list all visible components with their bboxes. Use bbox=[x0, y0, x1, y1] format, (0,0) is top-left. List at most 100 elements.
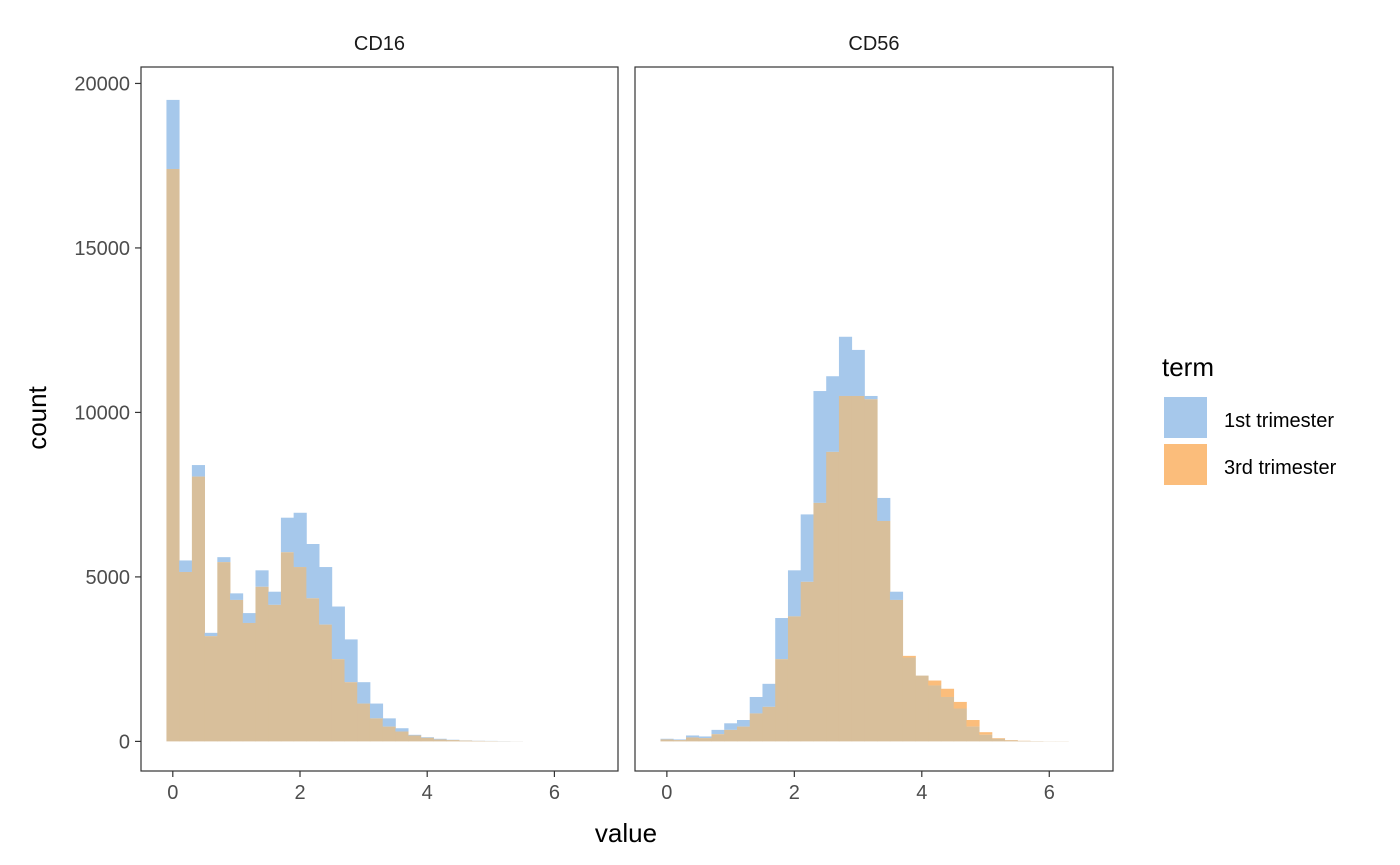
bar-cd16-1st-1 bbox=[179, 560, 193, 572]
y-tick-label-5000: 5000 bbox=[86, 567, 131, 589]
x-axis-title: value bbox=[595, 818, 657, 848]
bar-cd16-1st-6 bbox=[242, 613, 256, 623]
bar-cd16-1st-21 bbox=[433, 738, 447, 740]
bar-cd56-overlap-19 bbox=[902, 657, 916, 742]
bar-cd56-overlap-2 bbox=[685, 737, 700, 742]
bar-cd16-overlap-15 bbox=[357, 703, 371, 742]
bar-cd56-3rd-24 bbox=[966, 720, 980, 727]
bar-cd56-overlap-15 bbox=[851, 395, 865, 742]
bar-cd16-overlap-19 bbox=[408, 735, 422, 742]
y-tick-label-10000: 10000 bbox=[74, 402, 130, 424]
bar-cd56-overlap-8 bbox=[762, 706, 776, 742]
bar-cd16-overlap-10 bbox=[293, 567, 307, 742]
bar-cd56-overlap-18 bbox=[889, 599, 904, 742]
bar-cd16-1st-13 bbox=[331, 606, 345, 660]
bar-cd56-overlap-11 bbox=[800, 581, 814, 742]
x-tick-label-cd16-0: 0 bbox=[167, 782, 178, 804]
bar-cd16-1st-7 bbox=[255, 570, 269, 587]
bar-cd16-overlap-18 bbox=[395, 731, 409, 742]
bar-cd56-overlap-1 bbox=[673, 740, 687, 742]
legend-key-3rd-trimester bbox=[1164, 444, 1207, 485]
bar-cd56-1st-18 bbox=[889, 591, 904, 600]
panel-border-cd56 bbox=[634, 66, 1114, 772]
bar-cd56-overlap-10 bbox=[787, 616, 802, 742]
bar-cd16-overlap-16 bbox=[369, 718, 384, 742]
bar-cd16-overlap-13 bbox=[331, 659, 345, 742]
bar-cd56-overlap-9 bbox=[775, 659, 789, 742]
y-tick-label-15000: 15000 bbox=[74, 238, 130, 260]
bar-cd56-overlap-3 bbox=[698, 738, 712, 742]
bar-cd56-1st-1 bbox=[673, 739, 687, 741]
bar-cd56-3rd-19 bbox=[902, 655, 916, 658]
bar-cd56-overlap-14 bbox=[838, 395, 853, 742]
panel-cd16: CD16 0 2 4 6 0 5000 10000 15000 20000 bbox=[74, 33, 619, 804]
bar-cd56-1st-4 bbox=[711, 729, 725, 735]
bar-cd56-3rd-25 bbox=[979, 732, 993, 735]
x-tick-label-cd16-4: 4 bbox=[422, 782, 433, 804]
y-axis-title: count bbox=[22, 385, 52, 449]
panel-title-cd56: CD56 bbox=[848, 33, 899, 55]
bar-cd56-1st-15 bbox=[851, 349, 865, 396]
bar-cd56-overlap-27 bbox=[1004, 740, 1018, 742]
bar-cd16-1st-9 bbox=[280, 517, 295, 553]
bar-cd16-1st-5 bbox=[230, 593, 244, 600]
panel-title-cd16: CD16 bbox=[354, 33, 405, 55]
bar-cd56-1st-17 bbox=[877, 497, 891, 521]
x-tick-label-cd56-6: 6 bbox=[1044, 782, 1055, 804]
bar-cd16-1st-10 bbox=[293, 512, 307, 568]
bar-cd56-3rd-26 bbox=[991, 738, 1006, 739]
bar-cd16-overlap-6 bbox=[242, 622, 256, 742]
bar-cd56-1st-7 bbox=[749, 696, 763, 714]
bar-cd56-1st-11 bbox=[800, 514, 814, 582]
bar-cd56-1st-3 bbox=[698, 736, 712, 739]
bar-cd56-1st-14 bbox=[838, 336, 853, 396]
bar-cd56-1st-12 bbox=[813, 391, 827, 503]
bar-cd16-overlap-21 bbox=[433, 739, 447, 742]
bar-cd16-overlap-9 bbox=[280, 552, 295, 742]
legend: term 1st trimester 3rd trimester bbox=[1162, 352, 1337, 485]
legend-label-1st-trimester: 1st trimester bbox=[1224, 410, 1334, 432]
bar-cd56-3rd-23 bbox=[953, 701, 967, 709]
bar-cd16-overlap-3 bbox=[204, 636, 218, 742]
bar-cd56-1st-16 bbox=[864, 395, 878, 400]
bar-cd16-1st-12 bbox=[319, 567, 333, 625]
bar-cd16-overlap-1 bbox=[179, 571, 193, 742]
panel-cd56: CD56 0 2 4 6 bbox=[634, 33, 1114, 804]
bar-cd16-1st-19 bbox=[408, 734, 422, 736]
bar-cd56-1st-6 bbox=[736, 720, 751, 727]
bar-cd56-overlap-26 bbox=[991, 738, 1006, 742]
x-tick-label-cd16-2: 2 bbox=[294, 782, 305, 804]
bar-cd16-1st-2 bbox=[191, 465, 205, 477]
bar-cd16-overlap-5 bbox=[230, 599, 244, 742]
bar-cd56-overlap-12 bbox=[813, 502, 827, 742]
bar-cd16-overlap-11 bbox=[306, 598, 320, 742]
bar-cd16-1st-8 bbox=[268, 591, 282, 605]
bar-cd16-1st-15 bbox=[357, 682, 371, 704]
bar-cd56-overlap-25 bbox=[979, 734, 993, 742]
x-tick-label-cd56-0: 0 bbox=[661, 782, 672, 804]
bar-cd16-1st-4 bbox=[217, 557, 231, 563]
bar-cd56-3rd-22 bbox=[940, 688, 955, 697]
bar-cd56-overlap-17 bbox=[877, 520, 891, 742]
bar-cd16-1st-3 bbox=[204, 632, 218, 637]
bar-cd16-overlap-23 bbox=[459, 740, 473, 742]
legend-label-3rd-trimester: 3rd trimester bbox=[1224, 457, 1337, 479]
y-tick-label-0: 0 bbox=[119, 731, 130, 753]
bar-cd16-1st-16 bbox=[369, 703, 384, 719]
bar-cd16-overlap-22 bbox=[446, 740, 460, 742]
bar-cd56-1st-8 bbox=[762, 683, 776, 707]
bar-cd56-overlap-16 bbox=[864, 399, 878, 742]
bar-cd16-overlap-2 bbox=[191, 476, 205, 742]
x-tick-label-cd56-4: 4 bbox=[916, 782, 927, 804]
bar-cd16-overlap-4 bbox=[217, 562, 231, 742]
bar-cd16-overlap-14 bbox=[344, 682, 358, 742]
bar-cd16-overlap-12 bbox=[319, 624, 333, 742]
x-tick-label-cd16-6: 6 bbox=[549, 782, 560, 804]
x-tick-label-cd56-2: 2 bbox=[789, 782, 800, 804]
bar-cd56-1st-5 bbox=[724, 723, 738, 730]
bar-cd56-overlap-0 bbox=[660, 739, 674, 742]
bar-cd56-1st-13 bbox=[826, 376, 840, 452]
bar-cd56-1st-9 bbox=[775, 618, 789, 660]
bar-cd16-1st-14 bbox=[344, 639, 358, 683]
y-tick-label-20000: 20000 bbox=[74, 73, 130, 95]
